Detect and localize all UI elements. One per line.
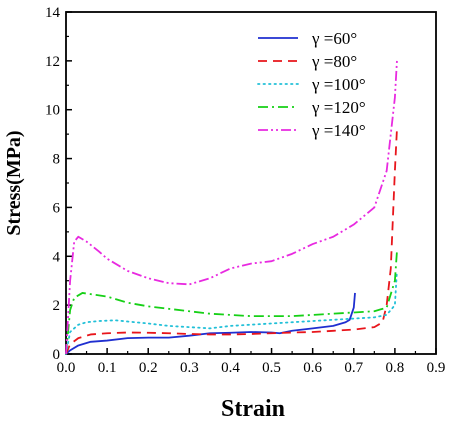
x-tick-label: 0.5 xyxy=(262,360,281,376)
legend-label-2: γ =80° xyxy=(311,52,357,71)
y-tick-label: 4 xyxy=(53,249,61,265)
series-line-3 xyxy=(65,270,398,355)
x-axis-title: Strain xyxy=(221,396,285,422)
y-tick-label: 14 xyxy=(45,5,61,21)
y-axis-title: Stress(MPa) xyxy=(3,130,25,235)
series-line-4 xyxy=(65,251,398,355)
x-axis-ticks: 0.0 0.1 0.2 0.3 0.4 0.5 0.6 0.7 0.8 0.9 xyxy=(57,348,446,376)
x-tick-label: 0.9 xyxy=(427,360,446,376)
x-tick-label: 0.2 xyxy=(139,360,158,376)
x-tick-label: 0.8 xyxy=(386,360,405,376)
y-tick-label: 8 xyxy=(53,152,61,168)
y-tick-label: 0 xyxy=(53,347,61,363)
x-tick-label: 0.0 xyxy=(57,360,76,376)
legend-label-1: γ =60° xyxy=(311,29,357,48)
x-tick-label: 0.1 xyxy=(98,360,117,376)
y-axis-ticks: 0 2 4 6 8 10 12 14 xyxy=(45,5,72,363)
legend: γ =60° γ =80° γ =100° γ =120° γ =140° xyxy=(257,29,366,140)
series-line-1 xyxy=(65,292,356,355)
legend-label-5: γ =140° xyxy=(311,121,366,140)
legend-label-4: γ =120° xyxy=(311,98,366,117)
x-tick-label: 0.4 xyxy=(221,360,240,376)
y-tick-label: 10 xyxy=(45,103,60,119)
legend-label-3: γ =100° xyxy=(311,75,366,94)
x-tick-label: 0.3 xyxy=(180,360,199,376)
plot-frame xyxy=(65,11,437,355)
series-layer xyxy=(65,60,398,355)
plot-area-border xyxy=(65,11,437,355)
y-tick-label: 2 xyxy=(53,298,61,314)
y-tick-label: 6 xyxy=(53,200,61,216)
x-tick-label: 0.7 xyxy=(344,360,363,376)
x-tick-label: 0.6 xyxy=(303,360,322,376)
series-line-2 xyxy=(65,129,398,355)
y-tick-label: 12 xyxy=(45,54,60,70)
